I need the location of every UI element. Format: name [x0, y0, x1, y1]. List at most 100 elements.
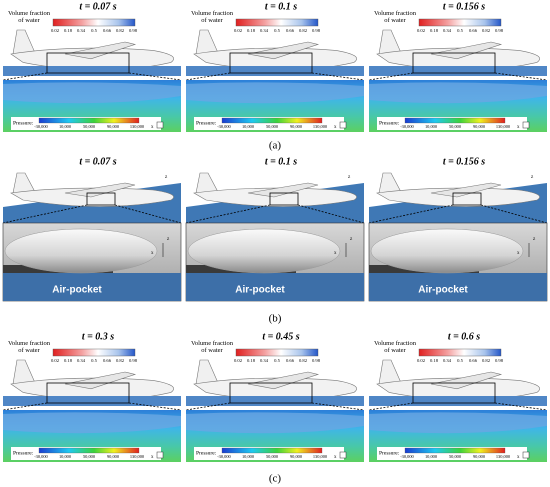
- vof-colorbar: [418, 348, 502, 357]
- zoom-line: [185, 204, 271, 224]
- pressure-tick-label: 130,000: [496, 454, 511, 460]
- time-label: t = 0.07 s: [79, 1, 116, 12]
- zoom-line: [297, 204, 365, 224]
- vof-colorbar: [52, 18, 136, 27]
- zoom-line: [480, 204, 548, 224]
- pressure-tick-label: -30,000: [217, 454, 231, 460]
- vof-tick-label: 0.18: [430, 28, 439, 33]
- pressure-colorbar: [404, 447, 506, 454]
- annotation: Air-pocket: [235, 285, 285, 296]
- vof-tick-label: 0.98: [312, 28, 321, 33]
- pressure-tick-label: 90,000: [473, 454, 486, 460]
- hull: [187, 228, 341, 274]
- panel-label: (c): [269, 473, 282, 485]
- zoom-line: [185, 72, 231, 81]
- vof-tick-label: 0.02: [417, 28, 426, 33]
- pressure-tick-label: 130,000: [313, 454, 328, 460]
- vof-title: Volume fraction of water: [191, 340, 233, 354]
- axis-icon: [339, 121, 347, 129]
- pressure-tick-label: 10,000: [425, 124, 438, 130]
- hull: [370, 228, 524, 274]
- vof-tick-label: 0.82: [116, 358, 125, 363]
- axis-label: x: [517, 455, 520, 460]
- axis-label: x: [151, 251, 154, 256]
- vof-tick-label: 0.98: [312, 358, 321, 363]
- vof-tick-label: 0.34: [443, 358, 452, 363]
- vof-tick-label: 0.18: [64, 28, 73, 33]
- wing: [430, 371, 503, 390]
- hull-zoom: [3, 82, 181, 104]
- vof-tick-label: 0.34: [77, 358, 86, 363]
- zoom-line: [368, 72, 414, 81]
- pressure-tick-label: 90,000: [290, 454, 303, 460]
- axis-label: z: [167, 237, 170, 242]
- axis-icon: [522, 121, 530, 129]
- pressure-colorbar: [221, 117, 323, 124]
- pressure-tick-label: -30,000: [34, 454, 48, 460]
- vof-tick-label: 0.98: [495, 28, 504, 33]
- vof-tick-label: 0.82: [299, 28, 308, 33]
- zoom-line: [368, 402, 414, 411]
- hull-zoom: [369, 412, 547, 434]
- pressure-tick-label: 90,000: [290, 124, 303, 130]
- vof-tick-label: 0.5: [274, 358, 280, 363]
- pressure-label: Pressure:: [379, 450, 400, 456]
- axis-label: z: [531, 175, 534, 180]
- wing: [247, 41, 320, 60]
- vof-tick-label: 0.98: [495, 358, 504, 363]
- hull-zoom: [186, 412, 364, 434]
- zoom-box: [86, 192, 116, 206]
- pressure-tick-label: 10,000: [242, 124, 255, 130]
- pressure-tick-label: -30,000: [400, 124, 414, 130]
- time-label: t = 0.156 s: [443, 156, 485, 167]
- axis-icon: [339, 451, 347, 459]
- pressure-colorbar: [221, 447, 323, 454]
- axis-icon: [522, 451, 530, 459]
- legend-title-box: Volume fraction of water: [191, 340, 233, 354]
- axis-icon: [156, 451, 164, 459]
- vof-tick-label: 0.82: [116, 28, 125, 33]
- tail-fin: [378, 172, 402, 194]
- wing: [430, 41, 503, 60]
- water-surface: [369, 396, 547, 406]
- time-label: t = 0.156 s: [443, 1, 485, 12]
- zoom-line: [494, 402, 548, 411]
- axis-label: z: [165, 175, 168, 180]
- water-surface: [369, 66, 547, 76]
- pressure-colorbar: [404, 117, 506, 124]
- water-surface: [186, 396, 364, 406]
- vof-tick-label: 0.66: [469, 28, 478, 33]
- wing: [430, 182, 502, 198]
- pressure-colorbar: [38, 117, 140, 124]
- zoom-line: [128, 402, 182, 411]
- fuselage: [193, 187, 357, 207]
- pressure-label: Pressure:: [379, 120, 400, 126]
- zoom-line: [185, 402, 231, 411]
- pressure-tick-label: 50,000: [83, 454, 96, 460]
- wing: [247, 371, 320, 390]
- wing: [64, 41, 137, 60]
- pressure-label: Pressure:: [196, 450, 217, 456]
- zoom-line: [2, 204, 88, 224]
- vof-tick-label: 0.82: [299, 358, 308, 363]
- vof-tick-label: 0.5: [457, 28, 463, 33]
- legend-title-box: Volume fraction of water: [374, 10, 416, 24]
- pressure-tick-label: 10,000: [242, 454, 255, 460]
- water-below: [369, 273, 547, 301]
- vof-tick-label: 0.98: [129, 28, 138, 33]
- water-surface: [3, 396, 181, 406]
- pressure-tick-label: 50,000: [266, 124, 279, 130]
- vof-title: Volume fraction of water: [191, 10, 233, 24]
- fuselage: [376, 187, 540, 207]
- zoom-line: [114, 204, 182, 224]
- vof-tick-label: 0.66: [103, 28, 112, 33]
- vof-tick-label: 0.02: [234, 358, 243, 363]
- wing: [247, 182, 319, 198]
- zoom-box: [412, 52, 496, 74]
- vof-colorbar: [52, 348, 136, 357]
- vof-tick-label: 0.02: [234, 28, 243, 33]
- pressure-label: Pressure:: [196, 120, 217, 126]
- vof-tick-label: 0.82: [482, 28, 491, 33]
- time-label: t = 0.1 s: [265, 1, 297, 12]
- axis-label: x: [517, 251, 520, 256]
